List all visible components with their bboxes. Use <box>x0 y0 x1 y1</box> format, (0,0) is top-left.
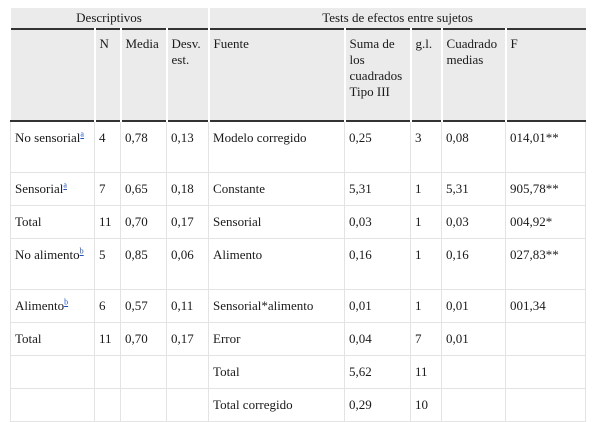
cell-cuadrado: 0,03 <box>441 205 507 239</box>
row-label: No sensoriala <box>10 120 95 173</box>
cell-suma: 0,03 <box>344 205 412 239</box>
row-label <box>10 355 95 389</box>
group-header-tests: Tests de efectos entre sujetos <box>208 8 586 29</box>
cell-cuadrado: 5,31 <box>441 172 507 206</box>
cell-suma: 0,04 <box>344 322 412 356</box>
row-label: Total <box>10 205 95 239</box>
cell-f: 004,92* <box>505 205 587 239</box>
col-header-desv: Desv. est. <box>166 29 210 121</box>
cell-desv: 0,11 <box>165 289 210 323</box>
row-label: No alimentob <box>10 238 95 290</box>
cell-cuadrado: 0,01 <box>441 289 507 323</box>
cell-cuadrado: 0,08 <box>441 120 507 173</box>
cell-media: 0,85 <box>120 238 167 290</box>
cell-desv <box>165 388 210 422</box>
table-row: No alimentob 5 0,85 0,06 Alimento 0,16 1… <box>10 238 587 290</box>
cell-n <box>94 355 121 389</box>
cell-desv <box>165 355 210 389</box>
table-row: Alimentob 6 0,57 0,11 Sensorial*alimento… <box>10 289 587 323</box>
cell-desv: 0,06 <box>165 238 210 290</box>
table-row: Total corregido 0,29 10 <box>10 388 587 422</box>
row-label: Alimentob <box>10 289 95 323</box>
cell-suma: 5,62 <box>344 355 412 389</box>
cell-fuente: Sensorial*alimento <box>208 289 346 323</box>
cell-n: 4 <box>94 120 121 173</box>
cell-cuadrado: 0,16 <box>441 238 507 290</box>
cell-fuente: Error <box>208 322 346 356</box>
cell-gl: 7 <box>410 322 443 356</box>
cell-fuente: Total corregido <box>208 388 346 422</box>
cell-f <box>505 388 587 422</box>
cell-fuente: Sensorial <box>208 205 346 239</box>
cell-media: 0,78 <box>120 120 167 173</box>
cell-n: 11 <box>94 322 121 356</box>
col-header-media: Media <box>120 29 168 121</box>
cell-n: 5 <box>94 238 121 290</box>
col-header-suma: Suma de los cuadrados Tipo III <box>344 29 412 121</box>
row-label <box>10 388 95 422</box>
cell-suma: 0,16 <box>344 238 412 290</box>
cell-suma: 0,29 <box>344 388 412 422</box>
cell-f: 905,78** <box>505 172 587 206</box>
cell-gl: 1 <box>410 172 443 206</box>
results-table: Descriptivos Tests de efectos entre suje… <box>10 8 587 422</box>
cell-n: 7 <box>94 172 121 206</box>
col-header-fuente: Fuente <box>208 29 346 121</box>
cell-gl: 1 <box>410 289 443 323</box>
cell-suma: 0,01 <box>344 289 412 323</box>
cell-media: 0,57 <box>120 289 167 323</box>
cell-gl: 3 <box>410 120 443 173</box>
cell-cuadrado <box>441 355 507 389</box>
cell-media: 0,65 <box>120 172 167 206</box>
col-header-f: F <box>505 29 586 121</box>
row-label: Total <box>10 322 95 356</box>
table-row: No sensoriala 4 0,78 0,13 Modelo corregi… <box>10 120 587 173</box>
cell-fuente: Alimento <box>208 238 346 290</box>
cell-media: 0,70 <box>120 205 167 239</box>
col-header-cuadrado: Cuadrado medias <box>441 29 507 121</box>
cell-f: 001,34 <box>505 289 587 323</box>
col-header-gl: g.l. <box>410 29 443 121</box>
cell-n: 11 <box>94 205 121 239</box>
cell-desv: 0,13 <box>165 120 210 173</box>
cell-desv: 0,18 <box>165 172 210 206</box>
cell-fuente: Total <box>208 355 346 389</box>
cell-n: 6 <box>94 289 121 323</box>
cell-n <box>94 388 121 422</box>
cell-f: 027,83** <box>505 238 587 290</box>
cell-gl: 1 <box>410 205 443 239</box>
col-header-blank <box>10 29 96 121</box>
cell-suma: 5,31 <box>344 172 412 206</box>
cell-gl: 11 <box>410 355 443 389</box>
cell-f <box>505 355 587 389</box>
cell-desv: 0,17 <box>165 322 210 356</box>
cell-fuente: Modelo corregido <box>208 120 346 173</box>
footnote-link[interactable]: b <box>79 246 84 256</box>
group-header-descriptivos: Descriptivos <box>10 8 210 29</box>
col-header-n: N <box>94 29 122 121</box>
cell-media <box>120 388 167 422</box>
cell-gl: 10 <box>410 388 443 422</box>
table-row: Total 11 0,70 0,17 Sensorial 0,03 1 0,03… <box>10 205 587 239</box>
table-row: Total 5,62 11 <box>10 355 587 389</box>
cell-cuadrado <box>441 388 507 422</box>
table-row: Total 11 0,70 0,17 Error 0,04 7 0,01 <box>10 322 587 356</box>
table-row: Sensoriala 7 0,65 0,18 Constante 5,31 1 … <box>10 172 587 206</box>
cell-suma: 0,25 <box>344 120 412 173</box>
cell-fuente: Constante <box>208 172 346 206</box>
footnote-link[interactable]: b <box>64 297 69 307</box>
cell-media <box>120 355 167 389</box>
cell-cuadrado: 0,01 <box>441 322 507 356</box>
cell-gl: 1 <box>410 238 443 290</box>
cell-f <box>505 322 587 356</box>
cell-desv: 0,17 <box>165 205 210 239</box>
footnote-link[interactable]: a <box>63 180 67 190</box>
row-label: Sensoriala <box>10 172 95 206</box>
cell-f: 014,01** <box>505 120 587 173</box>
cell-media: 0,70 <box>120 322 167 356</box>
footnote-link[interactable]: a <box>80 129 84 139</box>
